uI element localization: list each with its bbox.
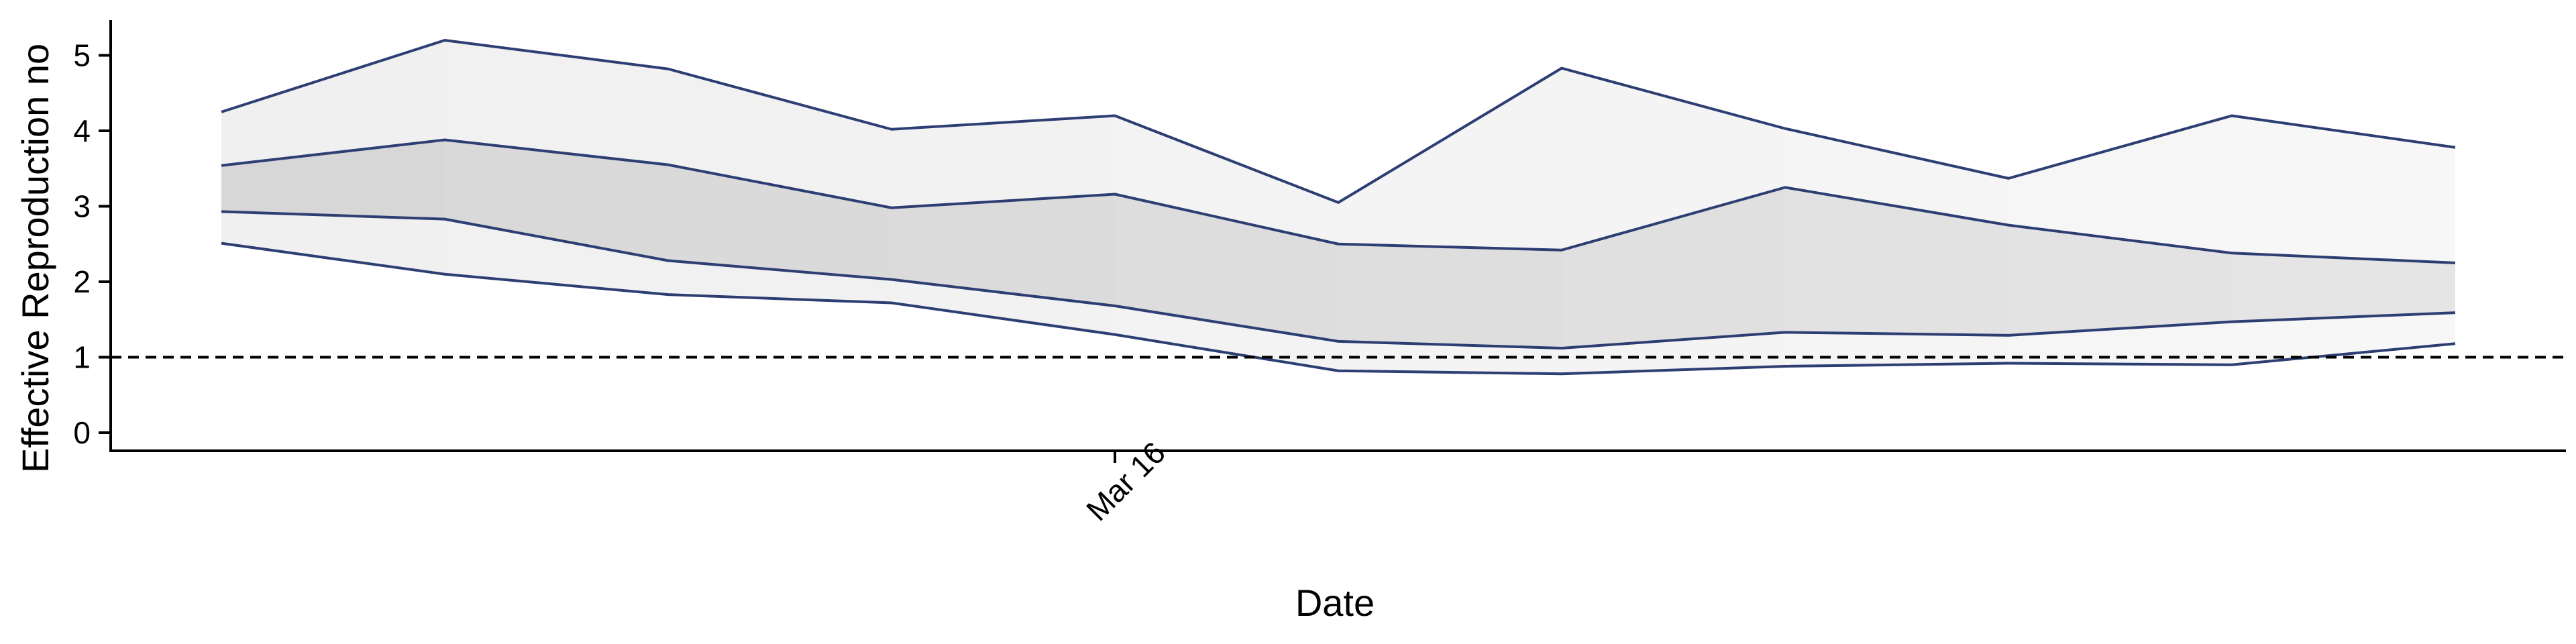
y-tick-label: 1 [73,340,91,375]
inner-band-segment [2232,253,2455,322]
y-tick-label: 5 [73,38,91,73]
outer-band-segment [2232,115,2455,365]
y-tick-label: 4 [73,113,91,148]
inner-band-segment [2008,225,2232,335]
inner-band-segment [445,140,668,261]
inner-band-segment [892,194,1115,306]
series-line-1 [221,39,2456,204]
x-axis-title: Date [1295,582,1375,624]
inner-band-segment [1785,187,2008,335]
inner-band-segment [1115,194,1338,341]
y-tick-label: 3 [73,189,91,224]
lines-layer [221,39,2456,376]
bands-layer [221,40,2455,374]
series-line-3 [221,210,2456,350]
x-tick-label: Mar 16 [1079,435,1172,527]
y-tick-label: 0 [73,415,91,450]
series-line-4 [221,241,2456,376]
y-tick-label: 2 [73,264,91,299]
series-line-2 [221,138,2456,264]
inner-band-segment [1562,187,1785,348]
inner-band-segment [668,164,892,280]
inner-band-segment [1338,244,1562,348]
y-axis-title: Effective Reproduction no [14,44,56,473]
